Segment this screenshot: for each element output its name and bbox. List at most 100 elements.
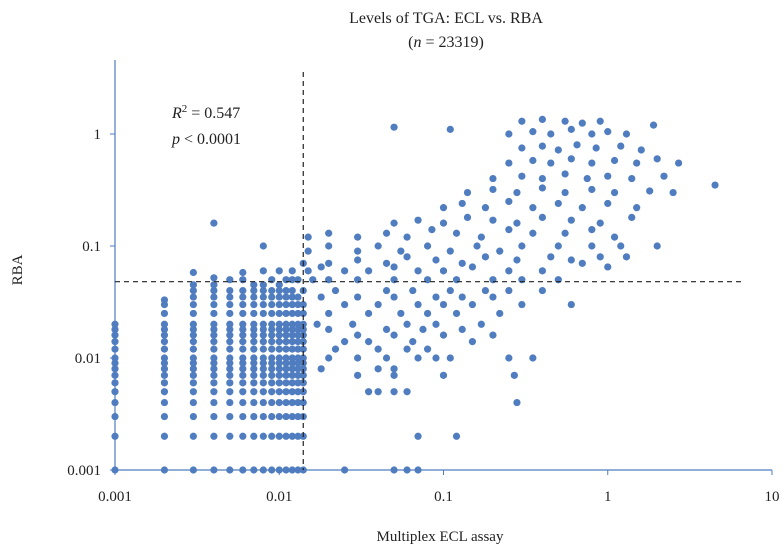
data-point	[538, 174, 546, 183]
subtitle-rest: = 23319)	[421, 34, 483, 51]
data-point	[547, 159, 555, 167]
y-tick-label: 0.01	[75, 351, 101, 367]
data-point	[160, 320, 169, 328]
data-point	[317, 365, 325, 373]
data-point	[299, 325, 307, 334]
data-point	[239, 412, 247, 421]
data-point	[288, 379, 296, 387]
data-point	[458, 259, 466, 267]
data-point	[239, 338, 247, 346]
data-point	[567, 155, 575, 163]
data-point	[423, 309, 432, 318]
data-point	[189, 286, 197, 295]
data-point	[268, 293, 276, 301]
r2-superscript: 2	[182, 103, 188, 115]
data-point	[189, 388, 197, 396]
data-point	[210, 300, 218, 309]
data-point	[299, 338, 307, 346]
annotation-r2: R2 = 0.547	[171, 103, 240, 122]
data-point	[239, 268, 247, 277]
data-point	[239, 293, 247, 301]
data-point	[365, 309, 373, 318]
annotation-p: p < 0.0001	[171, 131, 241, 148]
data-point	[547, 253, 555, 261]
data-point	[268, 331, 276, 339]
data-point	[268, 320, 276, 328]
data-point	[282, 432, 290, 440]
data-point	[160, 338, 169, 346]
data-point	[250, 331, 258, 339]
data-point	[529, 156, 537, 165]
data-point	[189, 309, 197, 318]
data-point	[259, 267, 267, 275]
data-point	[294, 293, 302, 301]
data-point	[446, 247, 454, 255]
data-point	[538, 267, 546, 275]
data-point	[505, 159, 513, 167]
data-point	[210, 219, 218, 227]
data-point	[189, 371, 197, 379]
subtitle-prefix: (	[408, 34, 413, 51]
data-point	[250, 281, 258, 289]
data-point	[299, 309, 307, 318]
data-point	[288, 338, 296, 346]
data-point	[299, 398, 307, 407]
data-point	[259, 309, 267, 318]
data-point	[259, 293, 267, 301]
data-point	[294, 309, 302, 318]
data-point	[390, 331, 398, 339]
data-point	[409, 338, 417, 346]
data-point	[481, 253, 490, 261]
data-point	[432, 293, 440, 301]
data-point	[160, 309, 169, 318]
data-point	[477, 233, 485, 241]
data-point	[275, 325, 283, 334]
data-point	[317, 263, 325, 271]
x-ticks: 0.001 0.01 0.1 1 10	[98, 470, 780, 505]
data-point	[282, 338, 290, 346]
data-point	[189, 412, 197, 421]
data-point	[325, 325, 333, 334]
data-point	[538, 142, 546, 150]
data-point	[275, 331, 283, 339]
data-point	[294, 300, 302, 309]
data-point	[439, 219, 448, 227]
data-point	[481, 204, 490, 212]
data-point	[561, 188, 569, 197]
data-point	[189, 268, 197, 277]
data-point	[282, 345, 290, 353]
data-point	[294, 359, 302, 367]
data-point	[299, 345, 307, 353]
data-point	[259, 281, 267, 289]
data-point	[299, 354, 307, 362]
data-point	[617, 242, 625, 250]
data-point	[294, 345, 302, 353]
data-point	[390, 263, 398, 271]
data-point	[294, 412, 302, 421]
data-point	[423, 242, 432, 250]
data-point	[518, 300, 526, 309]
data-point	[513, 256, 521, 264]
data-point	[160, 331, 169, 339]
data-point	[452, 432, 461, 440]
data-point	[513, 219, 521, 227]
data-point	[294, 388, 302, 396]
data-point	[288, 365, 296, 373]
data-point	[239, 365, 247, 373]
data-point	[365, 338, 373, 346]
data-point	[250, 325, 258, 334]
data-point	[414, 354, 422, 362]
data-point	[439, 267, 448, 275]
data-point	[473, 242, 481, 250]
data-point	[275, 412, 283, 421]
data-point	[275, 365, 283, 373]
data-point	[275, 388, 283, 396]
data-point	[596, 117, 604, 125]
data-point	[423, 345, 432, 353]
data-point	[518, 144, 526, 152]
data-point	[610, 156, 619, 165]
data-point	[653, 242, 661, 250]
data-point	[282, 309, 290, 318]
data-point	[382, 354, 391, 362]
data-point	[259, 331, 267, 339]
